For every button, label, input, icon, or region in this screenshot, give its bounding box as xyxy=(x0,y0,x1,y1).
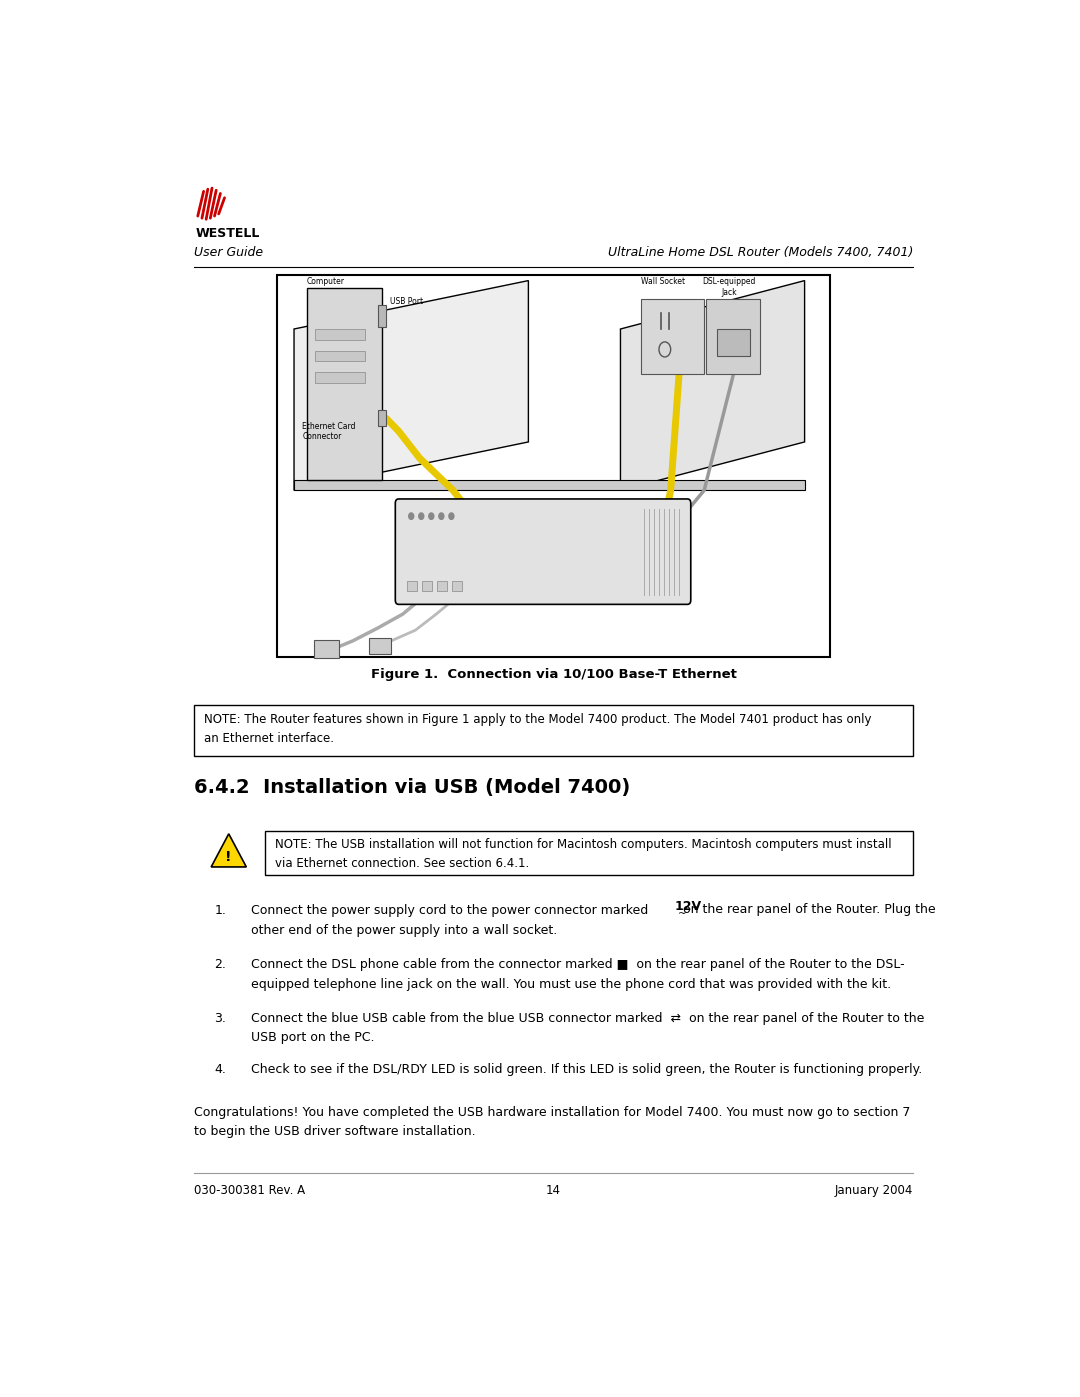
Text: Connect the DSL phone cable from the connector marked ■  on the rear panel of th: Connect the DSL phone cable from the con… xyxy=(251,958,904,971)
Text: 12V: 12V xyxy=(675,900,702,914)
Text: Ethernet Card
Connector: Ethernet Card Connector xyxy=(302,422,356,441)
Text: WESTELL: WESTELL xyxy=(197,226,260,240)
Text: Check to see if the DSL/RDY LED is solid green. If this LED is solid green, the : Check to see if the DSL/RDY LED is solid… xyxy=(251,1063,921,1076)
Polygon shape xyxy=(212,834,246,868)
FancyBboxPatch shape xyxy=(278,275,829,657)
FancyBboxPatch shape xyxy=(642,299,704,374)
Text: 030-300381 Rev. A: 030-300381 Rev. A xyxy=(193,1185,305,1197)
FancyBboxPatch shape xyxy=(437,581,447,591)
FancyBboxPatch shape xyxy=(453,581,462,591)
Text: ~: ~ xyxy=(677,909,686,919)
FancyBboxPatch shape xyxy=(407,581,417,591)
Text: UltraLine Home DSL Router (Models 7400, 7401): UltraLine Home DSL Router (Models 7400, … xyxy=(608,246,914,260)
FancyBboxPatch shape xyxy=(378,306,387,327)
Text: Congratulations! You have completed the USB hardware installation for Model 7400: Congratulations! You have completed the … xyxy=(193,1105,910,1137)
Text: 1.: 1. xyxy=(215,904,227,918)
FancyBboxPatch shape xyxy=(315,330,365,339)
Text: USB Port: USB Port xyxy=(390,296,423,306)
FancyBboxPatch shape xyxy=(315,372,365,383)
Text: other end of the power supply into a wall socket.: other end of the power supply into a wal… xyxy=(251,923,557,937)
Text: 4.: 4. xyxy=(215,1063,227,1076)
FancyBboxPatch shape xyxy=(314,640,339,658)
Text: Connect the power supply cord to the power connector marked: Connect the power supply cord to the pow… xyxy=(251,904,651,918)
Text: User Guide: User Guide xyxy=(193,246,262,260)
FancyBboxPatch shape xyxy=(368,637,391,654)
Circle shape xyxy=(419,513,423,520)
Polygon shape xyxy=(620,281,805,490)
FancyBboxPatch shape xyxy=(717,330,751,356)
Circle shape xyxy=(438,513,444,520)
Text: NOTE: The Router features shown in Figure 1 apply to the Model 7400 product. The: NOTE: The Router features shown in Figur… xyxy=(204,712,872,745)
Text: 2.: 2. xyxy=(215,958,227,971)
Text: NOTE: The USB installation will not function for Macintosh computers. Macintosh : NOTE: The USB installation will not func… xyxy=(274,838,891,870)
Text: equipped telephone line jack on the wall. You must use the phone cord that was p: equipped telephone line jack on the wall… xyxy=(251,978,891,990)
FancyBboxPatch shape xyxy=(378,409,387,426)
Text: 14: 14 xyxy=(546,1185,561,1197)
Text: DSL-equipped
Jack: DSL-equipped Jack xyxy=(703,278,756,296)
FancyBboxPatch shape xyxy=(422,581,432,591)
FancyBboxPatch shape xyxy=(315,351,365,362)
Text: January 2004: January 2004 xyxy=(835,1185,914,1197)
Text: Computer: Computer xyxy=(307,278,345,286)
Circle shape xyxy=(408,513,414,520)
FancyBboxPatch shape xyxy=(193,705,914,756)
FancyBboxPatch shape xyxy=(265,831,914,876)
Text: !: ! xyxy=(226,849,232,863)
Text: 6.4.2  Installation via USB (Model 7400): 6.4.2 Installation via USB (Model 7400) xyxy=(193,778,630,796)
Text: Connect the blue USB cable from the blue USB connector marked  ⇄  on the rear pa: Connect the blue USB cable from the blue… xyxy=(251,1011,923,1025)
Polygon shape xyxy=(307,288,382,479)
Text: USB port on the PC.: USB port on the PC. xyxy=(251,1031,374,1045)
Text: on the rear panel of the Router. Plug the: on the rear panel of the Router. Plug th… xyxy=(675,904,935,916)
Polygon shape xyxy=(294,281,528,490)
Polygon shape xyxy=(294,479,805,490)
FancyBboxPatch shape xyxy=(706,299,760,374)
Text: Figure 1.  Connection via 10/100 Base-T Ethernet: Figure 1. Connection via 10/100 Base-T E… xyxy=(370,668,737,680)
Circle shape xyxy=(429,513,434,520)
Circle shape xyxy=(449,513,454,520)
FancyBboxPatch shape xyxy=(395,499,691,605)
Text: Wall Socket: Wall Socket xyxy=(642,278,686,286)
Text: 3.: 3. xyxy=(215,1011,227,1025)
